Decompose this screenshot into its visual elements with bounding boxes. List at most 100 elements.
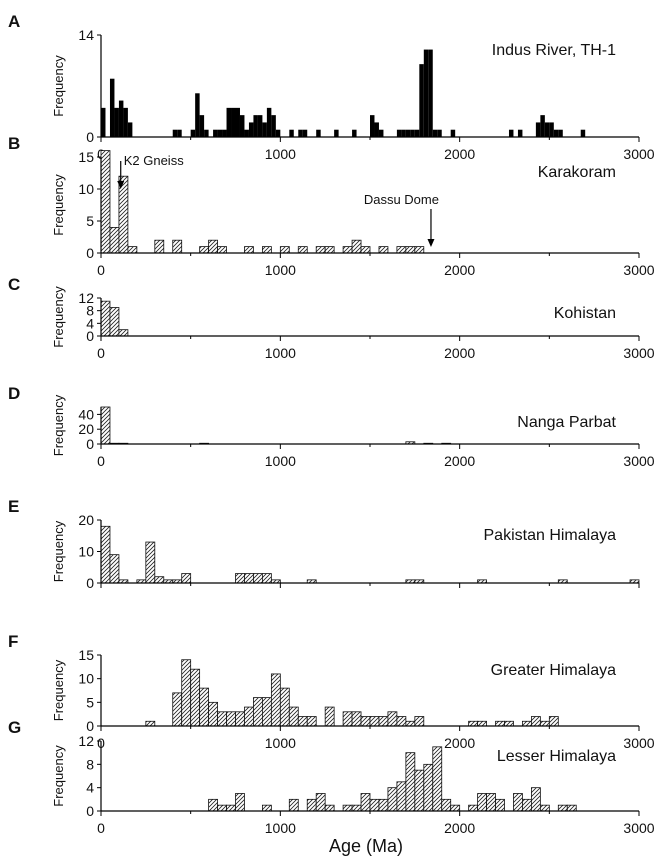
bar: [145, 541, 156, 584]
bar: [279, 687, 290, 727]
bar: [204, 129, 209, 137]
bar: [100, 150, 111, 254]
bar: [213, 129, 218, 137]
bar: [298, 129, 303, 137]
bar: [244, 246, 254, 254]
bar: [226, 711, 236, 727]
bar: [508, 129, 514, 137]
bar: [154, 576, 165, 584]
bar: [441, 798, 452, 812]
bar: [253, 115, 258, 137]
bar: [248, 122, 254, 137]
bar: [450, 129, 456, 137]
bar: [172, 692, 183, 727]
bar: [566, 804, 577, 812]
bar: [145, 720, 156, 727]
bar: [235, 573, 245, 584]
y-tick-label: 10: [78, 181, 94, 197]
annotation-arrow-head: [427, 239, 435, 247]
panel-title: Greater Himalaya: [491, 662, 616, 679]
bar: [222, 129, 227, 137]
bar: [468, 804, 479, 812]
bar: [127, 246, 138, 254]
bar: [199, 115, 205, 137]
bar: [288, 798, 299, 812]
bar: [190, 668, 201, 727]
bar: [549, 122, 554, 137]
bar: [257, 115, 263, 137]
y-tick-label: 12: [78, 290, 94, 306]
bar: [405, 129, 411, 137]
y-tick-label: 4: [86, 780, 94, 796]
bar: [208, 701, 218, 727]
bar: [539, 804, 550, 812]
bar: [414, 769, 425, 812]
x-tick-label: 3000: [623, 262, 654, 278]
bar: [396, 246, 407, 254]
x-tick-label: 2000: [444, 735, 475, 751]
histogram-panel-a: 0140100020003000AFrequencyIndus River, T…: [8, 12, 655, 162]
bar: [315, 246, 326, 254]
bar: [558, 129, 563, 137]
y-tick-label: 10: [78, 671, 94, 687]
bar: [370, 115, 375, 137]
bar: [405, 720, 416, 727]
bar: [557, 804, 568, 812]
y-tick-label: 20: [78, 512, 94, 528]
bar: [360, 716, 371, 727]
annotation-arrow-head: [117, 181, 125, 189]
bar: [100, 525, 111, 584]
bar: [195, 93, 200, 137]
x-axis-title: Age (Ma): [329, 836, 403, 856]
bar: [217, 246, 227, 254]
bar: [302, 129, 308, 137]
bar: [324, 804, 335, 812]
bar: [486, 793, 496, 812]
panel-title: Lesser Himalaya: [497, 748, 616, 765]
bar: [531, 716, 541, 727]
bar: [450, 804, 461, 812]
x-tick-label: 2000: [444, 453, 475, 469]
bar: [217, 129, 223, 137]
bar: [369, 716, 380, 727]
bar: [405, 752, 416, 812]
bar: [423, 763, 434, 812]
bar: [109, 307, 120, 337]
bar: [261, 804, 272, 812]
y-tick-label: 0: [86, 245, 94, 261]
annotation-label: Dassu Dome: [364, 192, 439, 207]
x-tick-label: 3000: [623, 820, 654, 836]
panel-letter: A: [8, 12, 20, 31]
bar: [208, 239, 218, 254]
bar: [270, 673, 281, 727]
bar: [239, 115, 245, 137]
bar: [262, 122, 267, 137]
bar: [324, 706, 335, 727]
x-tick-label: 0: [97, 453, 105, 469]
bar: [378, 246, 389, 254]
histogram-panel-f: 0510150100020003000FFrequencyGreater Him…: [8, 632, 655, 751]
bar: [100, 406, 111, 445]
y-tick-label: 15: [78, 647, 94, 663]
y-tick-label: 5: [86, 213, 94, 229]
bar: [217, 711, 227, 727]
y-tick-label: 0: [86, 436, 94, 452]
bar: [410, 129, 415, 137]
bar: [109, 226, 120, 254]
bar: [352, 129, 357, 137]
bar: [437, 129, 442, 137]
bar: [428, 49, 433, 137]
bar: [261, 573, 272, 584]
bar: [324, 246, 335, 254]
bar: [540, 115, 545, 137]
bar: [477, 793, 487, 812]
bar: [342, 711, 353, 727]
x-tick-label: 1000: [265, 820, 296, 836]
bar: [253, 573, 263, 584]
x-tick-label: 1000: [265, 345, 296, 361]
bar: [244, 129, 249, 137]
bar: [306, 798, 317, 812]
